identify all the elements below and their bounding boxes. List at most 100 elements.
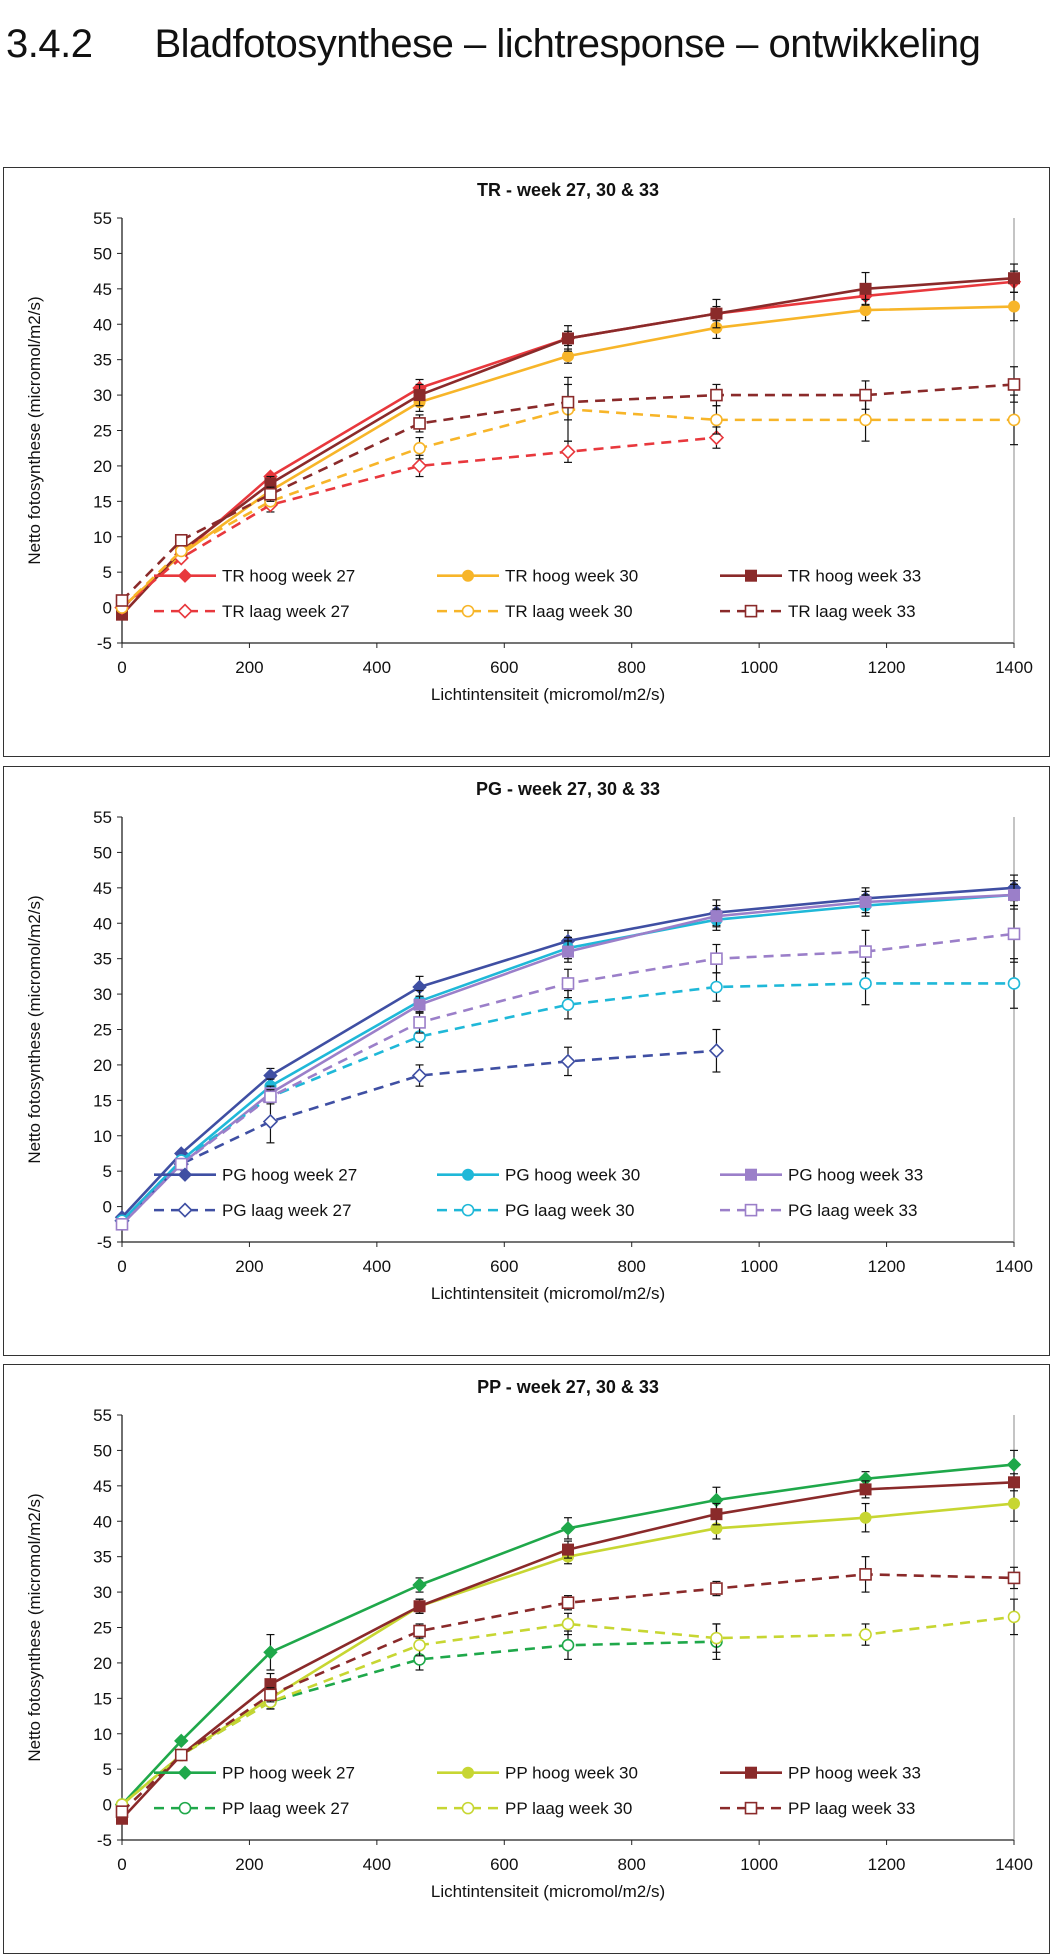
legend-marker — [744, 1801, 758, 1815]
data-point — [1007, 378, 1021, 391]
x-tick-label: 400 — [363, 658, 391, 677]
y-tick-label: 15 — [93, 492, 112, 511]
data-point — [413, 441, 426, 455]
legend-label: PG laag week 33 — [788, 1201, 917, 1220]
chart-title: TR - week 27, 30 & 33 — [477, 180, 659, 200]
series-6 — [115, 1556, 1021, 1818]
y-tick-label: 40 — [93, 914, 112, 933]
data-point — [174, 1733, 189, 1749]
data-point — [560, 1053, 576, 1070]
y-tick-label: 20 — [93, 1056, 112, 1075]
data-point — [264, 1090, 277, 1104]
data-point — [174, 1748, 188, 1762]
legend-marker — [745, 1766, 757, 1779]
x-tick-label: 200 — [235, 1855, 263, 1874]
legend-label: TR hoog week 33 — [788, 567, 921, 586]
data-point — [560, 1521, 576, 1536]
data-point — [859, 388, 872, 402]
legend-item: TR laag week 30 — [437, 602, 633, 621]
y-tick-label: -5 — [97, 634, 112, 653]
legend-item: PP hoog week 30 — [437, 1764, 638, 1783]
legend-label: PG hoog week 33 — [788, 1166, 923, 1185]
data-point — [710, 1582, 723, 1595]
data-point — [710, 952, 723, 965]
y-tick-label: 0 — [103, 1796, 112, 1815]
chart-title: PP - week 27, 30 & 33 — [477, 1377, 659, 1397]
data-point — [561, 1617, 575, 1631]
data-point — [413, 1016, 426, 1029]
legend-item: PG hoog week 27 — [154, 1166, 357, 1185]
legend-item: PP laag week 33 — [720, 1799, 915, 1818]
y-tick-label: 45 — [93, 280, 112, 299]
chart-pg-svg: PG - week 27, 30 & 33 -5 0 5 10 15 20 25 30 35 40 4… — [25, 779, 1033, 1303]
x-tick-label: 1400 — [995, 1855, 1033, 1874]
data-point — [413, 389, 426, 402]
series-6 — [115, 366, 1021, 607]
x-tick-label: 800 — [618, 1855, 646, 1874]
x-tick-label: 800 — [618, 1257, 646, 1276]
legend-marker — [744, 1203, 758, 1217]
legend-label: PG laag week 27 — [222, 1201, 351, 1220]
x-tick-label: 1000 — [740, 658, 778, 677]
chart-pp: PP - week 27, 30 & 33 -5 0 5 10 15 20 25 30 35 40 4… — [3, 1364, 1050, 1954]
data-point — [115, 594, 129, 607]
data-point — [708, 1043, 725, 1059]
y-tick-label: 35 — [93, 1548, 112, 1567]
data-point — [710, 388, 723, 402]
legend-item: PP laag week 27 — [154, 1799, 349, 1818]
legend-label: PP laag week 33 — [788, 1799, 915, 1818]
y-tick-label: 40 — [93, 315, 112, 334]
legend-marker — [177, 1167, 193, 1182]
y-axis-label: Netto fotosynthese (micromol/m2/s) — [25, 895, 44, 1163]
series-line — [121, 1463, 1015, 1806]
x-tick-label: 1400 — [995, 1257, 1033, 1276]
data-point — [263, 1645, 278, 1660]
data-point — [413, 1600, 426, 1613]
x-tick-label: 0 — [117, 1855, 126, 1874]
data-point — [561, 1638, 575, 1652]
legend-item: TR hoog week 27 — [154, 567, 355, 586]
series-line — [121, 1615, 1015, 1806]
data-point — [1007, 927, 1021, 941]
legend-marker — [462, 1168, 474, 1181]
legend-marker — [461, 1801, 475, 1815]
legend-item: PP hoog week 27 — [154, 1764, 355, 1783]
data-point — [174, 1157, 188, 1171]
data-point — [859, 1628, 872, 1641]
legend-label: PG hoog week 27 — [222, 1166, 357, 1185]
chart-tr: TR - week 27, 30 & 33 -5 0 5 10 15 20 25 30 35 40 4… — [3, 167, 1050, 757]
y-tick-label: 35 — [93, 950, 112, 969]
x-tick-label: 600 — [490, 1257, 518, 1276]
x-tick-label: 1000 — [740, 1257, 778, 1276]
data-point — [710, 307, 723, 320]
legend-label: PP hoog week 33 — [788, 1764, 921, 1783]
y-tick-label: 20 — [93, 1654, 112, 1673]
legend-marker — [745, 569, 757, 582]
y-tick-label: 20 — [93, 457, 112, 476]
legend-marker — [178, 1801, 192, 1815]
y-tick-label: 0 — [103, 1198, 112, 1217]
x-tick-label: 200 — [235, 1257, 263, 1276]
series-line — [121, 932, 1015, 1226]
x-axis-label: Lichtintensiteit (micromol/m2/s) — [431, 1284, 665, 1303]
data-point — [1008, 1497, 1020, 1510]
y-tick-label: 5 — [103, 1162, 112, 1181]
data-point — [1007, 413, 1021, 427]
legend-label: PP hoog week 30 — [505, 1764, 638, 1783]
y-tick-label: 10 — [93, 1127, 112, 1146]
data-point — [562, 945, 574, 958]
data-point — [859, 977, 872, 990]
legend-item: PG hoog week 30 — [437, 1166, 640, 1185]
legend-marker — [461, 604, 475, 618]
x-tick-label: 1400 — [995, 658, 1033, 677]
legend-label: TR laag week 27 — [222, 602, 350, 621]
legend-marker — [177, 1202, 193, 1218]
data-point — [411, 458, 428, 474]
legend-label: TR laag week 30 — [505, 602, 633, 621]
series-line — [121, 436, 717, 609]
data-point — [411, 1067, 428, 1084]
series-line — [121, 407, 1014, 609]
data-point — [710, 1508, 723, 1521]
x-tick-label: 800 — [618, 658, 646, 677]
series-line — [121, 982, 1014, 1222]
